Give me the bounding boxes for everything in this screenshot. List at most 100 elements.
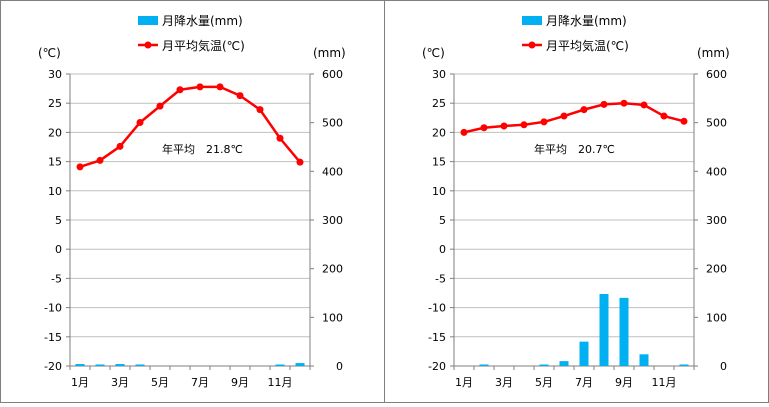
chart-2-temp-point <box>680 117 688 125</box>
chart-2-left-unit-label: (℃) <box>422 46 445 60</box>
chart-1-temp-line <box>79 85 301 169</box>
chart-1-precip-bar <box>115 364 125 366</box>
chart-2-temp-point <box>500 122 508 130</box>
chart-2-legend-precip-label: 月降水量(mm) <box>546 14 627 28</box>
chart-2-x-tick-label: 9月 <box>615 376 633 389</box>
chart-2-precip-bar <box>639 354 649 366</box>
chart-2-left-tick-label: -15 <box>428 331 446 344</box>
chart-2-left-tick-label: -10 <box>428 302 446 315</box>
chart-1-x-tick-label: 3月 <box>111 376 129 389</box>
chart-1-left-tick-label: -20 <box>44 360 62 373</box>
chart-1-left-tick-label: 20 <box>48 126 62 139</box>
chart-2-temp-point <box>580 106 588 114</box>
chart-2-right-tick-label: 0 <box>720 360 727 373</box>
chart-1-precip-bar <box>275 364 285 366</box>
chart-1-left-tick-label: -15 <box>44 331 62 344</box>
chart-2-temp-point <box>640 101 648 109</box>
chart-1-temp-point <box>96 156 104 164</box>
chart-1-left-tick-label: 10 <box>48 185 62 198</box>
chart-1-temp-point <box>256 106 264 114</box>
chart-2-precip-bar <box>479 364 489 366</box>
chart-1-legend-temp-marker <box>144 41 152 49</box>
chart-2-right-tick-label: 400 <box>706 165 727 178</box>
chart-1-right-tick-label: 600 <box>322 68 343 81</box>
chart-2-precip-bar <box>579 341 589 366</box>
chart-1-temp-point <box>236 92 244 100</box>
chart-2-legend-temp-marker <box>528 41 536 49</box>
chart-1-left-tick-label: -5 <box>51 272 62 285</box>
chart-2-temp-point <box>460 128 468 136</box>
chart-1-group: 30 25 20 15 10 5 0 -5 -10 -15 -20 600 500 400 300 200 10… <box>38 14 346 389</box>
chart-1-left-tick-label: 30 <box>48 68 62 81</box>
chart-1-right-tick-label: 400 <box>322 165 343 178</box>
chart-2-left-tick-label: -5 <box>435 272 446 285</box>
chart-2-x-tick-label: 1月 <box>455 376 473 389</box>
chart-2-precip-bar <box>599 293 609 366</box>
chart-2-precip-bar <box>539 364 549 366</box>
chart-2-left-tick-label: 15 <box>432 156 446 169</box>
chart-1-temp-point <box>76 163 84 171</box>
chart-1-precip-bar <box>295 363 305 366</box>
chart-1-annual-mean-label: 年平均 21.8℃ <box>162 142 243 156</box>
chart-2-left-tick-label: 0 <box>439 243 446 256</box>
chart-1-x-tick-label: 7月 <box>191 376 209 389</box>
chart-2-temp-line <box>463 101 685 134</box>
chart-2-x-tick-label: 11月 <box>652 376 677 389</box>
chart-1-temp-point <box>116 142 124 150</box>
chart-2-x-tick-label: 7月 <box>575 376 593 389</box>
chart-2-precip-bar <box>559 361 569 366</box>
chart-2-left-tick-label: 25 <box>432 97 446 110</box>
chart-2-right-tick-label: 600 <box>706 68 727 81</box>
chart-1-temp-point <box>196 83 204 91</box>
chart-1-x-tick-label: 1月 <box>71 376 89 389</box>
chart-1-precip-bar <box>95 364 105 366</box>
chart-1-temp-point <box>156 102 164 110</box>
chart-2-legend-temp-label: 月平均気温(℃) <box>546 38 629 53</box>
chart-2-left-tick-label: 5 <box>439 214 446 227</box>
chart-1-left-tick-label: 0 <box>55 243 62 256</box>
chart-2-temp-point <box>600 100 608 108</box>
chart-2-legend-precip-swatch <box>522 16 542 25</box>
chart-2-x-tick-label: 5月 <box>535 376 553 389</box>
chart-1-x-tick-label: 5月 <box>151 376 169 389</box>
chart-2-temp-point <box>480 124 488 132</box>
chart-2-right-unit-label: (mm) <box>697 46 730 60</box>
chart-1-left-tick-label: 15 <box>48 156 62 169</box>
chart-2-temp-point <box>560 112 568 120</box>
chart-1-legend-temp-label: 月平均気温(℃) <box>162 38 245 53</box>
chart-1-right-tick-label: 300 <box>322 214 343 227</box>
chart-1-x-tick-label: 9月 <box>231 376 249 389</box>
chart-1-left-tick-label: 5 <box>55 214 62 227</box>
chart-2-temp-point <box>620 99 628 107</box>
chart-1-legend-precip-swatch <box>138 16 158 25</box>
chart-2-annual-mean-label: 年平均 20.7℃ <box>534 142 615 156</box>
chart-2-temp-point <box>520 121 528 129</box>
chart-1-legend-precip-label: 月降水量(mm) <box>162 14 243 28</box>
chart-1-temp-point <box>216 83 224 91</box>
chart-1-x-tick-label: 11月 <box>268 376 293 389</box>
chart-1-temp-point <box>296 158 304 166</box>
chart-1-temp-point <box>136 118 144 126</box>
chart-2-right-tick-label: 300 <box>706 214 727 227</box>
chart-1-left-tick-label: -10 <box>44 302 62 315</box>
chart-1-temp-point <box>276 134 284 142</box>
chart-2-x-tick-label: 3月 <box>495 376 513 389</box>
chart-1-right-tick-label: 0 <box>336 360 343 373</box>
chart-1-right-tick-label: 100 <box>322 311 343 324</box>
chart-1-right-unit-label: (mm) <box>313 46 346 60</box>
chart-1-left-tick-label: 25 <box>48 97 62 110</box>
chart-2-temp-point <box>660 112 668 120</box>
chart-1-right-tick-label: 200 <box>322 263 343 276</box>
chart-2-left-tick-label: 20 <box>432 126 446 139</box>
chart-2-left-tick-label: -20 <box>428 360 446 373</box>
chart-1-right-tick-label: 500 <box>322 117 343 130</box>
chart-1-precip-bar <box>75 364 85 366</box>
chart-2-group: 30 25 20 15 10 5 0 -5 -10 -15 -20 600 500 400 300 200 10… <box>422 14 730 389</box>
chart-2-left-tick-label: 10 <box>432 185 446 198</box>
chart-2-right-tick-label: 500 <box>706 117 727 130</box>
chart-2-right-tick-label: 200 <box>706 263 727 276</box>
chart-2-temp-point <box>540 118 548 126</box>
chart-1-precip-bar <box>135 364 145 366</box>
